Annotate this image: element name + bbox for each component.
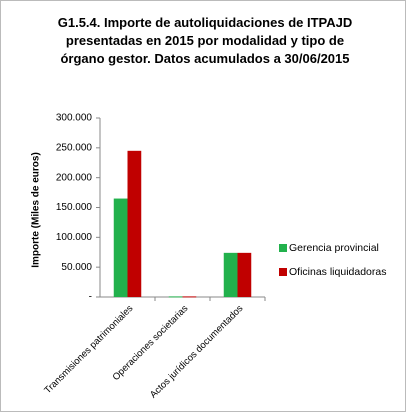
legend-label: Oficinas liquidadoras	[289, 266, 386, 278]
chart-title: G1.5.4. Importe de autoliquidaciones de …	[57, 15, 353, 66]
bar	[113, 198, 128, 297]
bar	[168, 296, 183, 298]
y-tick-label: 150.000	[56, 202, 93, 213]
y-axis-label: Importe (Miles de euros)	[31, 152, 42, 268]
bar	[182, 296, 197, 298]
x-tick-label: Actos jurídicos documentados	[148, 303, 246, 401]
legend-label: Gerencia provincial	[289, 242, 379, 254]
bar	[237, 252, 252, 297]
y-tick-label: 300.000	[56, 113, 93, 124]
y-tick-label: 100.000	[56, 232, 93, 243]
legend-swatch	[279, 244, 287, 252]
bar	[127, 150, 142, 297]
bar	[223, 252, 238, 297]
y-tick-label: -	[89, 292, 92, 303]
x-tick-label: Transmisiones patrimoniales	[42, 303, 135, 396]
y-tick-label: 200.000	[56, 172, 93, 183]
y-tick-label: 50.000	[61, 262, 92, 273]
legend-swatch	[279, 268, 287, 276]
y-tick-label: 250.000	[56, 142, 93, 153]
